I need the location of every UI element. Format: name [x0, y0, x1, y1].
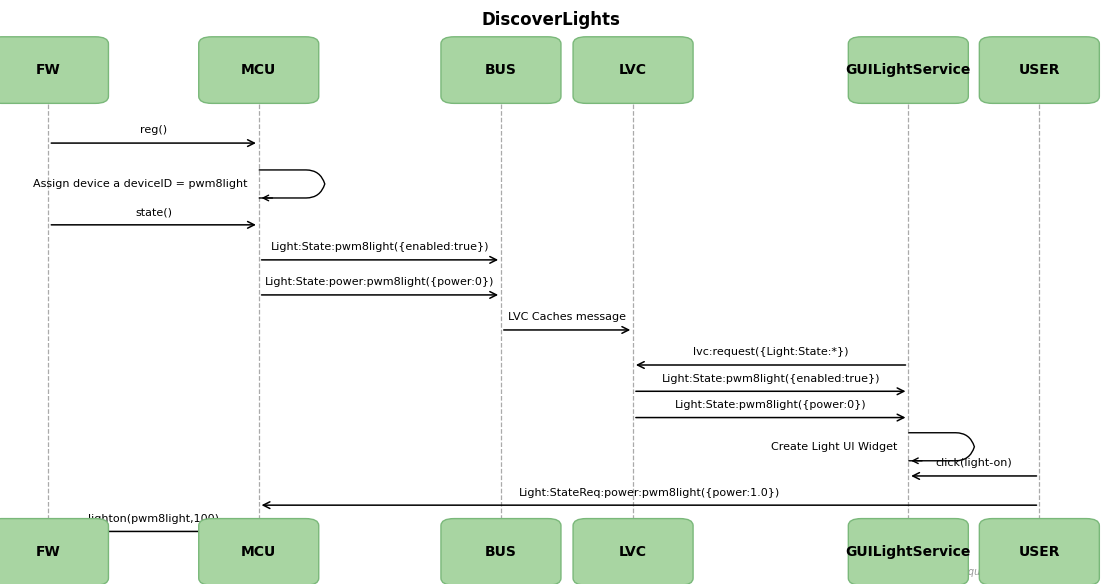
Text: FW: FW — [36, 545, 61, 559]
FancyBboxPatch shape — [0, 37, 108, 103]
FancyBboxPatch shape — [440, 519, 562, 584]
Text: Light:State:power:pwm8light({power:0}): Light:State:power:pwm8light({power:0}) — [265, 277, 494, 287]
FancyBboxPatch shape — [573, 519, 694, 584]
FancyBboxPatch shape — [440, 37, 562, 103]
Text: Light:State:pwm8light({enabled:true}): Light:State:pwm8light({enabled:true}) — [271, 242, 489, 252]
Text: DiscoverLights: DiscoverLights — [481, 12, 620, 29]
FancyBboxPatch shape — [980, 519, 1099, 584]
FancyBboxPatch shape — [980, 37, 1099, 103]
Text: LVC: LVC — [619, 63, 647, 77]
Text: LVC: LVC — [619, 545, 647, 559]
Text: BUS: BUS — [486, 545, 516, 559]
FancyBboxPatch shape — [573, 37, 694, 103]
Text: lighton(pwm8light,100): lighton(pwm8light,100) — [88, 514, 219, 524]
Text: state(): state() — [135, 207, 172, 217]
Text: Assign device a deviceID = pwm8light: Assign device a deviceID = pwm8light — [33, 179, 248, 189]
Text: MCU: MCU — [241, 545, 276, 559]
Text: USER: USER — [1018, 545, 1060, 559]
Text: www.websequencediagrams.com: www.websequencediagrams.com — [909, 567, 1073, 577]
Text: LVC Caches message: LVC Caches message — [508, 312, 626, 322]
Text: BUS: BUS — [486, 63, 516, 77]
Text: Light:StateReq:power:pwm8light({power:1.0}): Light:StateReq:power:pwm8light({power:1.… — [519, 488, 780, 498]
Text: Create Light UI Widget: Create Light UI Widget — [771, 442, 897, 452]
FancyBboxPatch shape — [848, 519, 969, 584]
Text: Light:State:pwm8light({power:0}): Light:State:pwm8light({power:0}) — [675, 400, 866, 410]
Text: click(light-on): click(light-on) — [936, 458, 1012, 468]
Text: MCU: MCU — [241, 63, 276, 77]
FancyBboxPatch shape — [0, 519, 108, 584]
Text: FW: FW — [36, 63, 61, 77]
Text: reg(): reg() — [140, 126, 167, 135]
FancyBboxPatch shape — [198, 519, 319, 584]
Text: GUILightService: GUILightService — [846, 63, 971, 77]
Text: USER: USER — [1018, 63, 1060, 77]
FancyBboxPatch shape — [198, 37, 319, 103]
FancyBboxPatch shape — [848, 37, 969, 103]
Text: GUILightService: GUILightService — [846, 545, 971, 559]
Text: lvc:request({Light:State:*}): lvc:request({Light:State:*}) — [693, 347, 849, 357]
Text: Light:State:pwm8light({enabled:true}): Light:State:pwm8light({enabled:true}) — [662, 374, 880, 384]
